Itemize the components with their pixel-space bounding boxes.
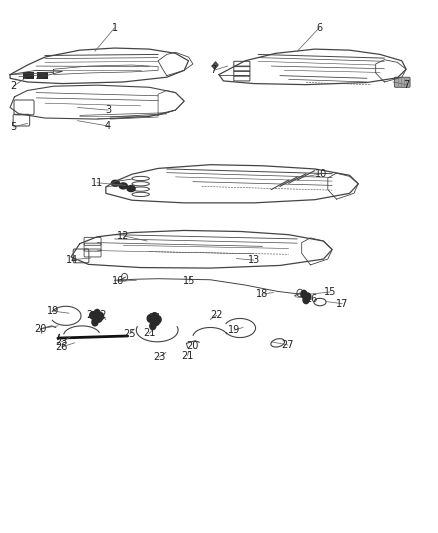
Circle shape <box>94 310 100 317</box>
Bar <box>37 72 48 79</box>
Text: 1: 1 <box>112 23 118 33</box>
Text: 23: 23 <box>55 337 67 347</box>
Circle shape <box>152 313 158 320</box>
Text: 19: 19 <box>228 325 240 335</box>
Ellipse shape <box>126 185 136 192</box>
Text: 12: 12 <box>117 231 130 241</box>
Circle shape <box>155 316 161 323</box>
Text: 24: 24 <box>148 313 161 324</box>
Circle shape <box>90 312 96 319</box>
Polygon shape <box>212 62 218 69</box>
Text: 17: 17 <box>336 298 348 309</box>
Text: 24: 24 <box>87 310 99 320</box>
Text: 23: 23 <box>153 352 165 362</box>
Text: 5: 5 <box>11 122 17 132</box>
FancyBboxPatch shape <box>394 77 410 87</box>
Text: 22: 22 <box>94 310 107 320</box>
Text: 11: 11 <box>91 177 103 188</box>
Text: 15: 15 <box>324 287 336 297</box>
Text: 21: 21 <box>143 328 155 338</box>
Text: 22: 22 <box>211 310 223 320</box>
Text: 16: 16 <box>112 276 124 286</box>
Text: 6: 6 <box>316 23 322 33</box>
Text: 7: 7 <box>403 79 409 90</box>
Text: 19: 19 <box>46 306 59 316</box>
Text: 20: 20 <box>34 324 47 334</box>
Circle shape <box>98 313 104 320</box>
Bar <box>23 72 34 79</box>
Circle shape <box>305 293 311 301</box>
Circle shape <box>153 318 159 325</box>
Text: 25: 25 <box>124 329 136 339</box>
Text: 2: 2 <box>11 81 17 91</box>
Text: 10: 10 <box>315 169 327 179</box>
Text: 27: 27 <box>282 340 294 350</box>
Text: 20: 20 <box>187 341 199 351</box>
Circle shape <box>303 296 309 304</box>
Circle shape <box>92 318 98 326</box>
Text: 15: 15 <box>183 276 196 286</box>
Text: 7: 7 <box>211 66 217 75</box>
Circle shape <box>147 315 153 322</box>
Text: 16: 16 <box>307 294 319 304</box>
Text: 14: 14 <box>66 255 78 264</box>
Text: 26: 26 <box>55 342 67 352</box>
Ellipse shape <box>118 182 128 190</box>
Text: 4: 4 <box>105 121 111 131</box>
Circle shape <box>150 322 156 329</box>
Text: 21: 21 <box>181 351 194 361</box>
Text: 3: 3 <box>105 105 111 115</box>
Ellipse shape <box>111 180 120 187</box>
Text: 13: 13 <box>248 255 260 265</box>
Text: 18: 18 <box>256 289 268 299</box>
Circle shape <box>96 315 102 322</box>
Circle shape <box>301 290 307 298</box>
